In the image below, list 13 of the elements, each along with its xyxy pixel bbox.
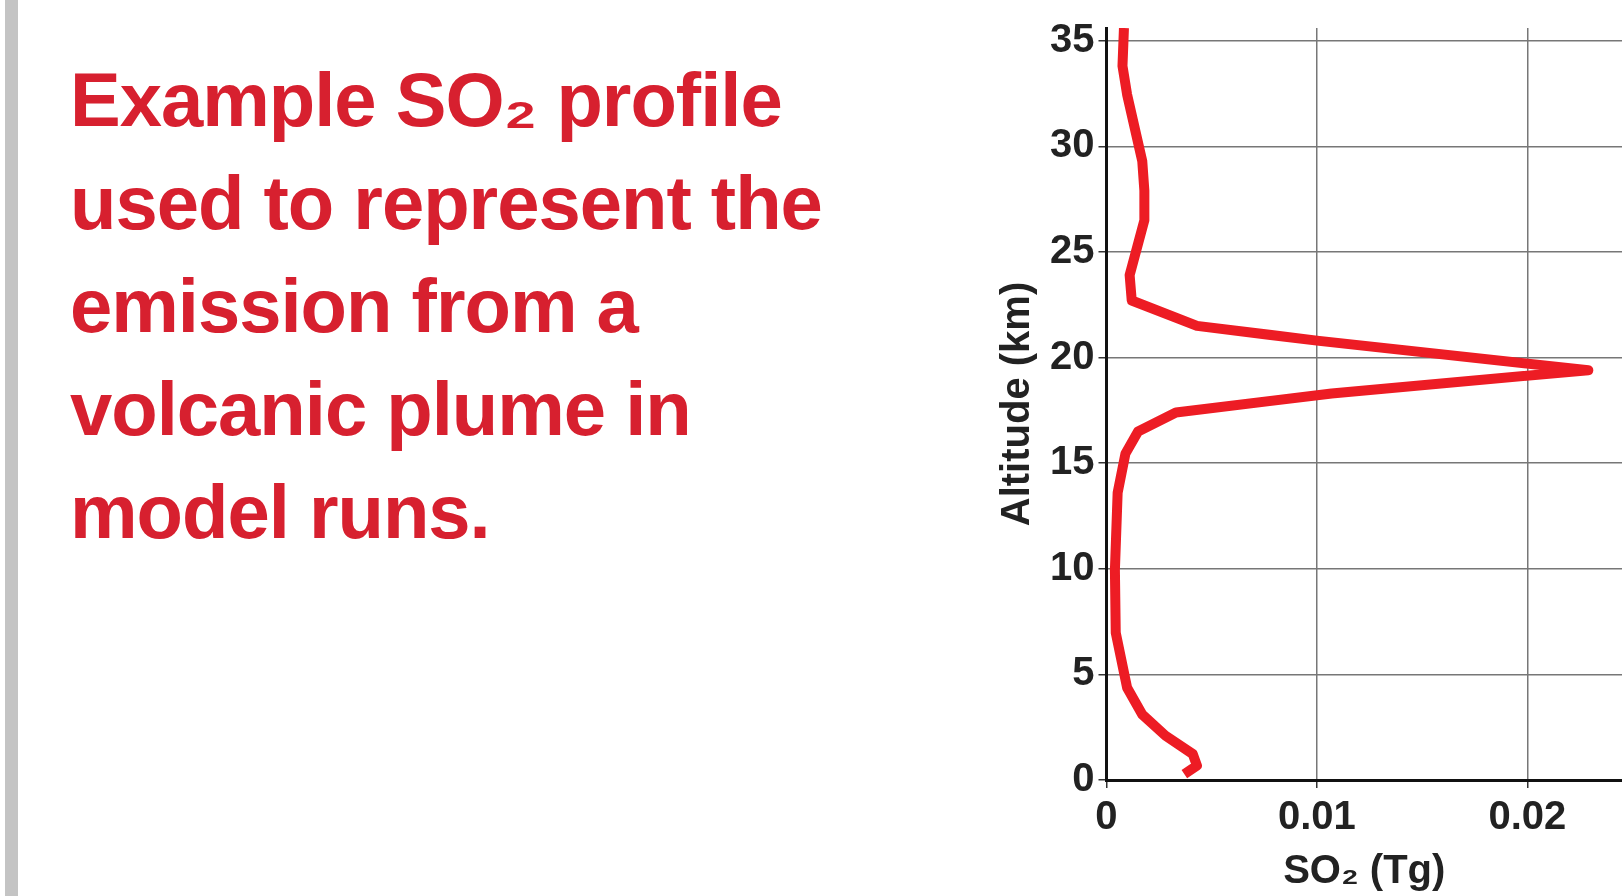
y-tick-label: 5 — [1072, 649, 1095, 694]
y-tick-label: 15 — [1049, 438, 1095, 483]
x-tick-label: 0.02 — [1488, 793, 1567, 838]
y-tick-label: 35 — [1049, 15, 1095, 60]
x-axis-title: SO₂ (Tg) — [1283, 847, 1446, 892]
x-tick-label: 0.01 — [1277, 793, 1356, 838]
y-tick-label: 25 — [1049, 226, 1095, 271]
y-tick-label: 10 — [1049, 543, 1095, 588]
y-tick-label: 30 — [1049, 121, 1095, 166]
y-tick-label: 0 — [1072, 755, 1095, 800]
y-axis-title: Altitude (km) — [993, 281, 1038, 527]
text: Example SO₂ profile used to represent the emission from a volcanic plume in model runs. — [70, 56, 823, 556]
y-tick-label: 20 — [1049, 332, 1095, 377]
